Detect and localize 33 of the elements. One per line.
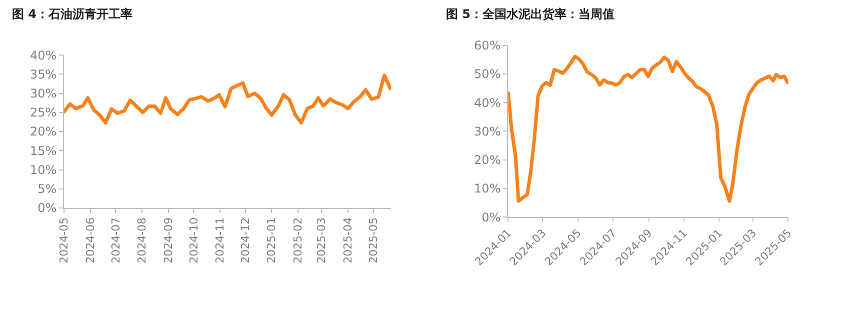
chart-title: 图 5：全国水泥出货率：当周值 [446, 7, 615, 21]
x-tick-label: 2025-04 [341, 217, 354, 264]
y-tick-label: 60% [474, 38, 501, 53]
x-tick-label: 2025-02 [291, 217, 304, 264]
y-tick-label: 30% [474, 124, 501, 138]
line-series [508, 54, 788, 203]
y-tick-label: 10% [474, 182, 501, 196]
line-series [64, 74, 392, 124]
y-tick-label: 50% [474, 67, 501, 82]
x-tick-label: 2024-06 [84, 217, 97, 264]
y-tick-label: 0% [482, 210, 501, 224]
y-tick-label: 40% [474, 96, 501, 110]
x-tick-label: 2025-03 [315, 217, 328, 264]
y-tick-label: 10% [30, 162, 57, 177]
x-tick-label: 2024-11 [214, 217, 227, 264]
y-tick-label: 5% [38, 182, 57, 196]
x-tick-label: 2024-12 [238, 217, 252, 264]
x-tick-label: 2024-07 [109, 217, 122, 264]
y-tick-label: 35% [30, 67, 57, 82]
x-tick-label: 2024-09 [162, 217, 175, 264]
y-tick-label: 20% [474, 153, 501, 168]
x-tick-label: 2025-01 [265, 217, 278, 264]
y-tick-label: 25% [30, 106, 57, 120]
y-tick-label: 15% [30, 144, 57, 158]
y-tick-label: 0% [38, 201, 57, 216]
x-tick-label: 2024-10 [187, 217, 200, 264]
x-tick-label: 2024-08 [136, 217, 149, 264]
x-tick-label: 2025-05 [366, 217, 380, 264]
y-tick-label: 20% [30, 124, 57, 139]
y-tick-label: 30% [30, 86, 57, 101]
x-tick-label: 2024-05 [58, 217, 71, 264]
y-tick-label: 40% [30, 48, 57, 62]
chart-title: 图 4：石油沥青开工率 [12, 7, 133, 21]
